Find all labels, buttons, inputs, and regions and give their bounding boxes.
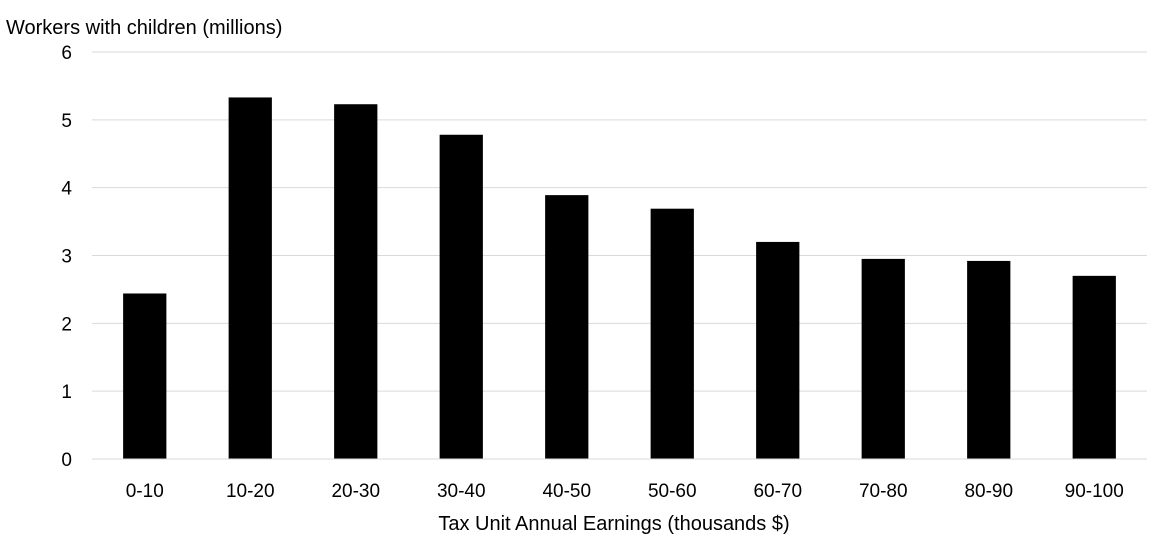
x-tick-label: 40-50 [542, 481, 591, 502]
bar-70-80 [861, 258, 905, 459]
y-tick-label: 4 [61, 179, 72, 200]
x-axis-ticks: 0-10 10-20 20-30 30-40 40-50 50-60 60-70 70-80 8… [126, 481, 1124, 502]
y-tick-label: 6 [61, 43, 72, 64]
bar-60-70 [756, 241, 800, 459]
y-tick-label: 3 [61, 247, 72, 268]
x-tick-label: 20-30 [331, 481, 380, 502]
y-tick-label: 1 [61, 382, 72, 403]
bars [123, 97, 1116, 460]
y-tick-label: 0 [61, 450, 72, 471]
x-tick-label: 70-80 [859, 481, 908, 502]
y-axis-title: Workers with children (millions) [6, 17, 282, 39]
bar-10-20 [228, 97, 272, 459]
x-tick-label: 10-20 [226, 481, 275, 502]
bar-40-50 [545, 195, 589, 459]
y-tick-label: 5 [61, 111, 72, 132]
bar-20-30 [334, 104, 378, 460]
bar-0-10 [123, 293, 167, 459]
bar-30-40 [439, 134, 483, 460]
x-tick-label: 50-60 [648, 481, 697, 502]
x-tick-label: 90-100 [1065, 481, 1124, 502]
y-axis-ticks: 0 1 2 3 4 5 6 [61, 43, 72, 471]
x-axis-title: Tax Unit Annual Earnings (thousands $) [438, 513, 789, 535]
bar-90-100 [1072, 275, 1116, 459]
bar-50-60 [650, 208, 694, 459]
x-tick-label: 0-10 [126, 481, 164, 502]
y-tick-label: 2 [61, 314, 72, 335]
x-tick-label: 60-70 [753, 481, 802, 502]
x-tick-label: 30-40 [437, 481, 486, 502]
x-tick-label: 80-90 [964, 481, 1013, 502]
bar-80-90 [967, 260, 1011, 459]
